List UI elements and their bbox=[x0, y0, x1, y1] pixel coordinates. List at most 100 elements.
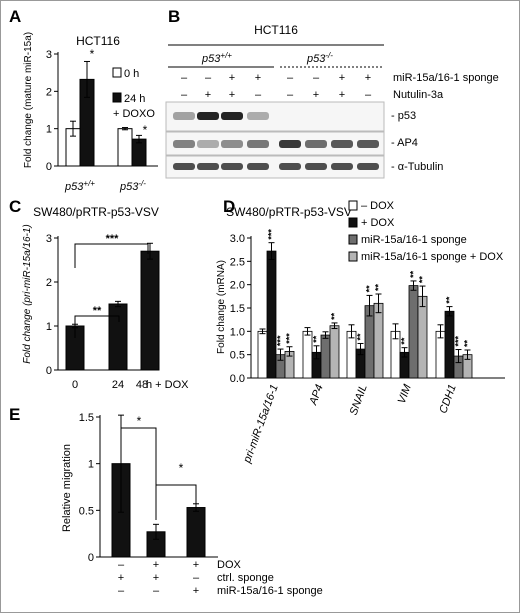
panel-c-sig-bracket-2 bbox=[74, 243, 149, 268]
panel-b-band-AP4 bbox=[197, 140, 219, 148]
panel-e-y-tick-label: 1 bbox=[88, 459, 94, 471]
panel-b-band-tubulin bbox=[331, 163, 353, 170]
panel-b-band-tubulin bbox=[197, 163, 219, 170]
panel-e-sig-bracket-2 bbox=[156, 484, 197, 508]
panel-d-sig-stars: ** bbox=[330, 312, 340, 320]
panel-b-nutlin-sign: – bbox=[287, 89, 294, 101]
panel-d-sig-stars: ** bbox=[374, 283, 384, 291]
panel-e-sign: – bbox=[118, 585, 125, 597]
panel-b-band-AP4 bbox=[357, 140, 379, 148]
panel-d-x-tick-label: SNAIL bbox=[348, 383, 370, 417]
panel-d-sig-stars: *** bbox=[276, 335, 286, 346]
panel-a-legend-swatch-24h bbox=[112, 92, 122, 103]
panel-c-ylabel: Fold change (pri-miR-15a/16-1) bbox=[22, 224, 33, 364]
panel-b-label-tubulin: - α-Tubulin bbox=[391, 161, 443, 173]
panel-b-row-label-nutlin: Nutulin-3a bbox=[393, 89, 444, 101]
panel-a-title: HCT116 bbox=[76, 34, 120, 48]
panel-a-legend-24h: 24 h bbox=[124, 93, 145, 105]
panel-b-label-p53: - p53 bbox=[391, 110, 416, 122]
panel-b-band-tubulin bbox=[221, 163, 243, 170]
panel-e-sig-2: * bbox=[179, 461, 184, 475]
panel-e-ylabel: Relative migration bbox=[61, 444, 73, 532]
panel-e-sign: – bbox=[153, 585, 160, 597]
panel-a-legend-0h: 0 h bbox=[124, 68, 139, 80]
panel-e-sig-bracket-1 bbox=[120, 427, 157, 520]
panel-d-bar bbox=[266, 250, 277, 379]
panel-d-x-tick-label: AP4 bbox=[307, 383, 326, 408]
panel-e-y-tick-label: 0.5 bbox=[79, 505, 94, 517]
panel-b-sponge-sign: + bbox=[365, 72, 371, 84]
panel-b-nutlin-sign: + bbox=[313, 89, 319, 101]
panel-c-bar bbox=[140, 250, 160, 371]
panel-d-y-tick-label: 1.5 bbox=[230, 303, 245, 315]
panel-c-x-tick-label: 0 bbox=[72, 379, 78, 391]
panel-a-y-tick-label: 1 bbox=[46, 124, 52, 136]
panel-b-band-tubulin bbox=[279, 163, 301, 170]
panel-a-letter: A bbox=[9, 7, 21, 26]
panel-e-sign: + bbox=[153, 559, 159, 571]
panel-d-x-tick-label: VIM bbox=[396, 382, 414, 405]
panel-b-label-ap4: - AP4 bbox=[391, 137, 418, 149]
panel-e-sig-1: * bbox=[137, 414, 142, 428]
panel-d-y-tick-label: 2.5 bbox=[230, 256, 245, 268]
panel-c-bar bbox=[108, 303, 128, 371]
panel-d-legend-swatch bbox=[348, 200, 358, 211]
panel-c-sig-2: *** bbox=[106, 233, 120, 245]
panel-e-y-tick-label: 0 bbox=[88, 552, 94, 564]
panel-d-legend-swatch bbox=[348, 251, 358, 262]
panel-d-legend-swatch bbox=[348, 217, 358, 228]
panel-b-genotype-wt: p53+/+ bbox=[201, 51, 232, 65]
panel-a-y-tick-label: 0 bbox=[46, 161, 52, 173]
panel-d-legend-label: – DOX bbox=[361, 200, 395, 212]
panel-e: E Relative migration 00.511.5 * * – + ++ + –… bbox=[9, 405, 323, 597]
panel-c: C SW480/pRTR-p53-VSV Fold change (pri-mi… bbox=[9, 197, 189, 391]
panel-d-y-tick-label: 2.0 bbox=[230, 280, 245, 292]
panel-e-row-label-ctrl: ctrl. sponge bbox=[217, 572, 274, 584]
panel-a-sig-star-2: * bbox=[143, 123, 148, 137]
panel-d-bar bbox=[364, 305, 375, 379]
panel-a-legend-doxo: + DOXO bbox=[113, 108, 155, 120]
panel-c-y-tick-label: 3 bbox=[46, 233, 52, 245]
panel-d-bar bbox=[257, 330, 268, 379]
panel-b-sponge-sign: – bbox=[181, 72, 188, 84]
panel-d-sig-stars: *** bbox=[285, 333, 295, 344]
panel-b-band-AP4 bbox=[279, 140, 301, 148]
panel-b-band-p53 bbox=[173, 112, 195, 120]
panel-b-band-p53 bbox=[221, 112, 243, 120]
panel-d-sig-stars: ** bbox=[400, 337, 410, 345]
panel-b-nutlin-sign: + bbox=[205, 89, 211, 101]
panel-d: D SW480/pRTR-p53-VSV Fold change (mRNA) … bbox=[216, 197, 505, 466]
panel-a-ylabel: Fold change (mature miR-15a) bbox=[23, 32, 34, 168]
panel-b-blot-ap4 bbox=[165, 131, 385, 156]
panel-d-y-tick-label: 3.0 bbox=[230, 233, 245, 245]
panel-d-sig-stars: ** bbox=[356, 333, 366, 341]
panel-d-x-tick-label: CDH1 bbox=[437, 383, 459, 415]
panel-b-band-AP4 bbox=[173, 140, 195, 148]
panel-a-sig-star-1: * bbox=[90, 47, 95, 61]
panel-e-bar bbox=[186, 507, 206, 558]
panel-c-letter: C bbox=[9, 197, 21, 216]
panel-d-y-tick-label: 0.0 bbox=[230, 373, 245, 385]
panel-c-sig-bracket-1 bbox=[74, 315, 120, 338]
panel-b-row-label-sponge: miR-15a/16-1 sponge bbox=[393, 72, 499, 84]
panel-a-bar bbox=[117, 128, 133, 167]
panel-c-y-tick-label: 0 bbox=[46, 365, 52, 377]
panel-e-sign: + bbox=[153, 572, 159, 584]
panel-d-sig-stars: ** bbox=[445, 296, 455, 304]
panel-b-genotype-ko: p53-/- bbox=[306, 51, 333, 65]
panel-d-legend-label: + DOX bbox=[361, 217, 395, 229]
panel-a-group-label-2: p53-/- bbox=[119, 179, 146, 193]
panel-d-bar bbox=[320, 334, 331, 379]
panel-d-sig-stars: ** bbox=[312, 335, 322, 343]
panel-d-sig-stars: ** bbox=[409, 270, 419, 278]
panel-e-letter: E bbox=[9, 405, 20, 424]
panel-b-band-AP4 bbox=[247, 140, 269, 148]
panel-b-band-tubulin bbox=[357, 163, 379, 170]
panel-d-bar bbox=[417, 295, 428, 379]
panel-c-y-tick-label: 1 bbox=[46, 321, 52, 333]
panel-c-sig-1: ** bbox=[93, 305, 102, 317]
panel-e-sign: + bbox=[193, 559, 199, 571]
panel-d-bar bbox=[408, 285, 419, 379]
panel-b-band-p53 bbox=[247, 112, 269, 120]
